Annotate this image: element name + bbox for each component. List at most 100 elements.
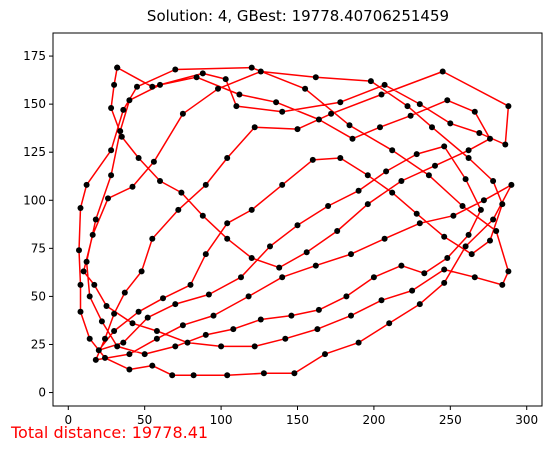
city-point bbox=[108, 147, 115, 154]
city-point bbox=[117, 128, 124, 135]
y-tick-label: 50 bbox=[31, 289, 46, 303]
city-point bbox=[102, 354, 108, 361]
city-point bbox=[378, 91, 385, 98]
city-point bbox=[199, 70, 206, 77]
city-point bbox=[444, 97, 451, 104]
city-point bbox=[465, 155, 472, 161]
city-point bbox=[441, 266, 448, 273]
city-point bbox=[257, 316, 264, 323]
city-point bbox=[302, 85, 309, 92]
city-point bbox=[118, 133, 125, 140]
city-point bbox=[108, 105, 115, 111]
city-point bbox=[233, 103, 240, 110]
city-point bbox=[502, 141, 509, 148]
city-point bbox=[120, 339, 127, 346]
city-point bbox=[236, 91, 243, 98]
city-point bbox=[312, 262, 319, 269]
city-point bbox=[230, 326, 237, 333]
city-point bbox=[487, 135, 493, 142]
city-point bbox=[267, 243, 273, 250]
city-point bbox=[273, 99, 280, 106]
city-point bbox=[441, 279, 448, 286]
city-point bbox=[377, 124, 383, 131]
city-point bbox=[126, 366, 133, 373]
city-point bbox=[141, 351, 148, 358]
city-point bbox=[386, 320, 393, 327]
city-point bbox=[251, 343, 258, 350]
city-point bbox=[444, 255, 451, 261]
city-point bbox=[135, 308, 142, 315]
city-point bbox=[172, 343, 179, 350]
city-point bbox=[328, 110, 335, 117]
city-point bbox=[303, 249, 310, 256]
city-point bbox=[291, 370, 298, 377]
city-point bbox=[77, 308, 84, 315]
city-point bbox=[508, 181, 515, 188]
x-tick-label: 50 bbox=[137, 413, 152, 427]
city-point bbox=[421, 270, 428, 277]
y-tick-label: 175 bbox=[23, 49, 46, 63]
city-point bbox=[279, 181, 286, 188]
city-point bbox=[111, 310, 118, 317]
city-point bbox=[499, 201, 506, 208]
x-axis: 0 50 100 150 200 250 300 bbox=[64, 406, 538, 427]
city-point bbox=[149, 235, 156, 242]
city-point bbox=[260, 370, 267, 377]
city-point bbox=[248, 64, 255, 71]
city-point bbox=[398, 262, 405, 269]
city-point bbox=[450, 212, 457, 219]
city-point bbox=[465, 147, 472, 154]
city-point bbox=[190, 372, 197, 379]
city-point bbox=[480, 197, 487, 204]
city-point bbox=[348, 251, 354, 258]
city-point bbox=[404, 103, 411, 110]
city-point bbox=[346, 122, 353, 129]
city-point bbox=[315, 116, 322, 123]
city-point bbox=[202, 251, 209, 258]
city-point bbox=[468, 251, 475, 258]
plot-frame bbox=[52, 32, 543, 407]
city-point bbox=[505, 103, 512, 110]
city-point bbox=[129, 320, 136, 327]
city-point bbox=[218, 343, 225, 350]
city-point bbox=[334, 228, 341, 234]
city-point bbox=[83, 258, 90, 265]
city-point bbox=[337, 99, 344, 106]
city-point bbox=[355, 187, 362, 194]
city-point bbox=[205, 291, 212, 298]
city-point bbox=[447, 120, 454, 127]
city-point bbox=[222, 76, 229, 83]
city-point bbox=[276, 264, 283, 271]
x-tick-label: 150 bbox=[286, 413, 309, 427]
x-tick-label: 200 bbox=[362, 413, 385, 427]
city-point bbox=[199, 212, 206, 219]
city-point bbox=[92, 216, 99, 223]
city-point bbox=[288, 312, 295, 319]
city-point bbox=[121, 289, 128, 296]
city-point bbox=[471, 274, 478, 281]
city-point bbox=[138, 268, 145, 275]
city-point bbox=[114, 343, 121, 350]
x-tick-label: 250 bbox=[439, 413, 462, 427]
city-point bbox=[175, 206, 182, 213]
city-point bbox=[294, 126, 301, 133]
city-point bbox=[184, 339, 191, 346]
city-point bbox=[465, 231, 472, 238]
city-point bbox=[425, 172, 432, 179]
city-point bbox=[257, 68, 264, 75]
city-point bbox=[193, 74, 200, 81]
plot-area bbox=[53, 33, 542, 406]
city-point bbox=[224, 155, 231, 161]
city-point bbox=[215, 85, 221, 92]
city-point bbox=[129, 183, 136, 190]
city-point bbox=[355, 339, 362, 346]
city-point bbox=[441, 233, 448, 240]
total-distance-label: Total distance: 19778.41 bbox=[10, 423, 208, 442]
city-point bbox=[178, 189, 185, 196]
city-point bbox=[172, 301, 179, 308]
city-point bbox=[102, 335, 108, 342]
city-point bbox=[251, 124, 258, 131]
city-point bbox=[89, 231, 96, 238]
city-point bbox=[150, 158, 157, 165]
city-point bbox=[114, 64, 121, 71]
